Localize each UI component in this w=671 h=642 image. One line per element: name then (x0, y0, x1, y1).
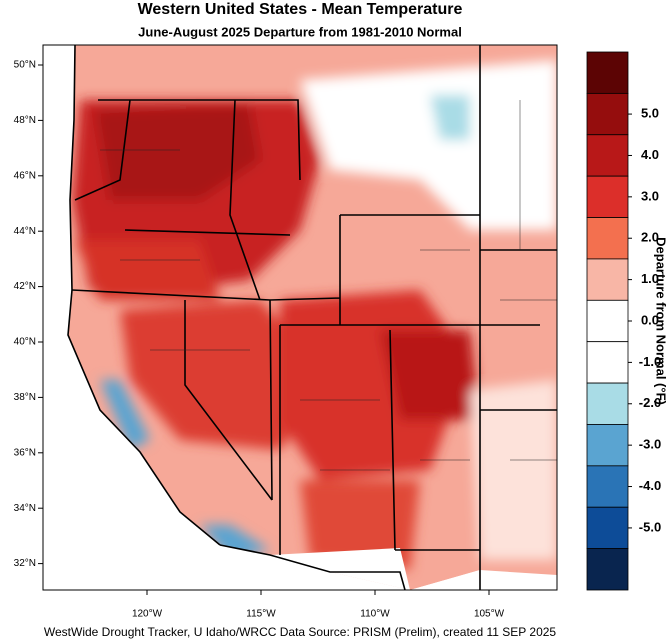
colorbar-swatch (586, 217, 629, 260)
colorbar: 5.0 4.0 3.0 2.0 1.0 0.0 -1.0 -2.0 -3.0 -4.0 -5.0 (586, 51, 661, 591)
lon-label: 120°W (132, 609, 163, 620)
subtitle: June-August 2025 Departure from 1981-201… (138, 24, 462, 39)
colorbar-label: -5.0 (639, 519, 661, 534)
colorbar-swatch (586, 341, 629, 384)
lat-label: 42°N (14, 281, 36, 292)
lon-label: 110°W (360, 609, 390, 620)
lat-label: 44°N (14, 226, 36, 237)
lon-label: 115°W (246, 609, 276, 620)
colorbar-swatch (586, 299, 629, 343)
colorbar-swatch (586, 258, 629, 301)
colorbar-swatch (586, 134, 629, 177)
lat-label: 40°N (14, 337, 36, 348)
lat-label: 36°N (14, 447, 36, 458)
colorbar-label: -1.0 (639, 354, 661, 369)
footer: WestWide Drought Tracker, U Idaho/WRCC D… (44, 625, 557, 639)
colorbar-label: 3.0 (641, 188, 659, 203)
colorbar-label: -3.0 (639, 437, 661, 452)
colorbar-label: 4.0 (641, 147, 659, 162)
colorbar-swatch (586, 465, 629, 508)
map-frame (42, 44, 558, 591)
colorbar-swatch (586, 548, 629, 591)
lon-label: 105°W (474, 609, 505, 620)
title: Western United States - Mean Temperature (138, 1, 463, 18)
lat-label: 32°N (14, 558, 36, 569)
colorbar-swatch (586, 92, 629, 136)
colorbar-label: 1.0 (641, 271, 659, 286)
colorbar-swatch (586, 175, 629, 218)
lat-label: 38°N (14, 392, 36, 403)
colorbar-swatch (586, 51, 629, 94)
colorbar-swatch (586, 506, 629, 550)
colorbar-swatch (586, 382, 629, 425)
map (43, 45, 557, 590)
anomaly-shading (72, 60, 557, 570)
colorbar-title: Departure from Normal (°F) (654, 237, 669, 405)
lat-label: 48°N (14, 115, 36, 126)
lat-label: 50°N (14, 60, 36, 71)
lat-label: 34°N (14, 503, 36, 514)
colorbar-label: 2.0 (641, 230, 659, 245)
colorbar-label: -2.0 (639, 395, 661, 410)
colorbar-label: 0.0 (641, 312, 659, 327)
colorbar-label: -4.0 (639, 478, 661, 493)
axes: 50°N 48°N 46°N 44°N 42°N 40°N 38°N 36°N 34°N 32°N… (14, 60, 505, 620)
colorbar-label: 5.0 (641, 106, 659, 121)
lat-label: 46°N (14, 170, 36, 181)
colorbar-swatch (586, 424, 629, 467)
